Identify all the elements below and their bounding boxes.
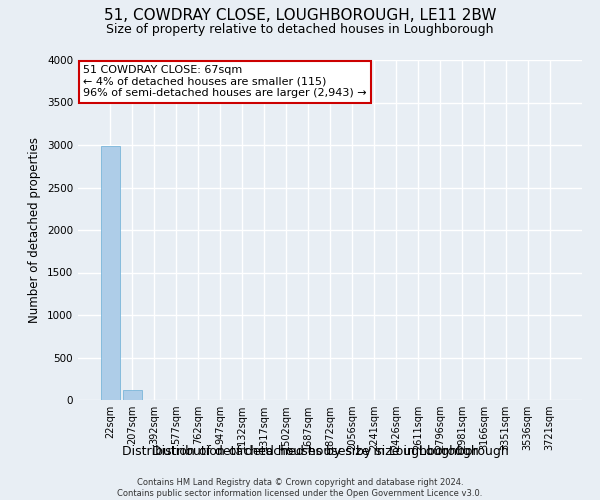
Bar xyxy=(123,390,142,400)
Text: 51, COWDRAY CLOSE, LOUGHBOROUGH, LE11 2BW: 51, COWDRAY CLOSE, LOUGHBOROUGH, LE11 2B… xyxy=(104,8,496,22)
Text: Distribution of detached houses by size in Loughborough: Distribution of detached houses by size … xyxy=(122,445,478,458)
Text: Contains HM Land Registry data © Crown copyright and database right 2024.
Contai: Contains HM Land Registry data © Crown c… xyxy=(118,478,482,498)
Text: 51 COWDRAY CLOSE: 67sqm
← 4% of detached houses are smaller (115)
96% of semi-de: 51 COWDRAY CLOSE: 67sqm ← 4% of detached… xyxy=(83,65,367,98)
Text: Distribution of detached houses by size in Loughborough: Distribution of detached houses by size … xyxy=(152,445,508,458)
Bar xyxy=(101,146,119,400)
Text: Size of property relative to detached houses in Loughborough: Size of property relative to detached ho… xyxy=(106,22,494,36)
Y-axis label: Number of detached properties: Number of detached properties xyxy=(28,137,41,323)
